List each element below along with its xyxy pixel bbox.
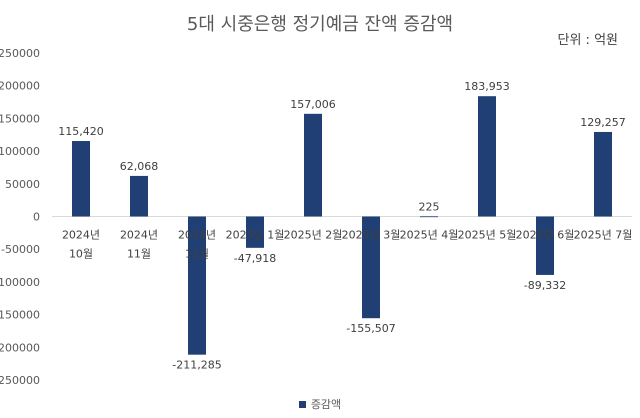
data-label: -89,332 [524,279,566,292]
y-tick-label: 100000 [0,145,40,158]
y-tick-label: 0 [33,211,40,224]
x-tick-label: 12월 [185,248,209,261]
data-label: 157,006 [290,98,336,111]
data-label: 129,257 [580,116,626,129]
bar [478,96,496,217]
bar [130,175,148,217]
data-label: 225 [419,200,440,213]
data-label: 62,068 [120,160,159,173]
x-tick-label: 2025년 4월 [400,229,459,242]
data-label: 183,953 [464,80,510,93]
legend-label: 증감액 [310,398,342,411]
bar [362,216,380,319]
bar [536,216,554,275]
data-label: 115,420 [58,125,104,138]
data-label: -47,918 [234,252,276,265]
x-tick-label: 2025년 5월 [458,229,517,242]
y-tick-label: -250000 [0,374,40,387]
x-tick-label: 2024년 [62,229,100,242]
y-tick-label: -200000 [0,341,40,354]
bar [188,216,206,355]
unit-label: 단위 : 억원 [557,33,619,48]
y-tick-label: -150000 [0,309,40,322]
legend-swatch [298,400,306,408]
data-label: -155,507 [346,322,395,335]
bar [594,131,612,217]
x-tick-label: 2025년 3월 [342,229,401,242]
x-tick-label: 2025년 6월 [516,229,575,242]
y-tick-label: 50000 [5,178,40,191]
y-tick-label: -100000 [0,276,40,289]
x-tick-label: 2025년 7월 [574,229,633,242]
bar [420,216,438,218]
bar [246,216,264,248]
x-tick-label: 2025년 2월 [284,229,343,242]
chart-title: 5대 시중은행 정기예금 잔액 증감액 [186,14,454,35]
x-tick-label: 2024년 [120,229,158,242]
x-tick-label: 11월 [127,248,151,261]
bar [304,113,322,217]
y-tick-label: 150000 [0,112,40,125]
y-tick-label: 200000 [0,80,40,93]
bar [72,141,90,217]
y-tick-label: -50000 [1,243,40,256]
x-tick-label: 2025년 1월 [226,229,285,242]
y-tick-label: 250000 [0,47,40,60]
x-tick-label: 10월 [69,248,93,261]
x-tick-label: 2024년 [178,229,216,242]
legend: 증감액 [0,396,640,412]
data-label: -211,285 [172,359,221,372]
